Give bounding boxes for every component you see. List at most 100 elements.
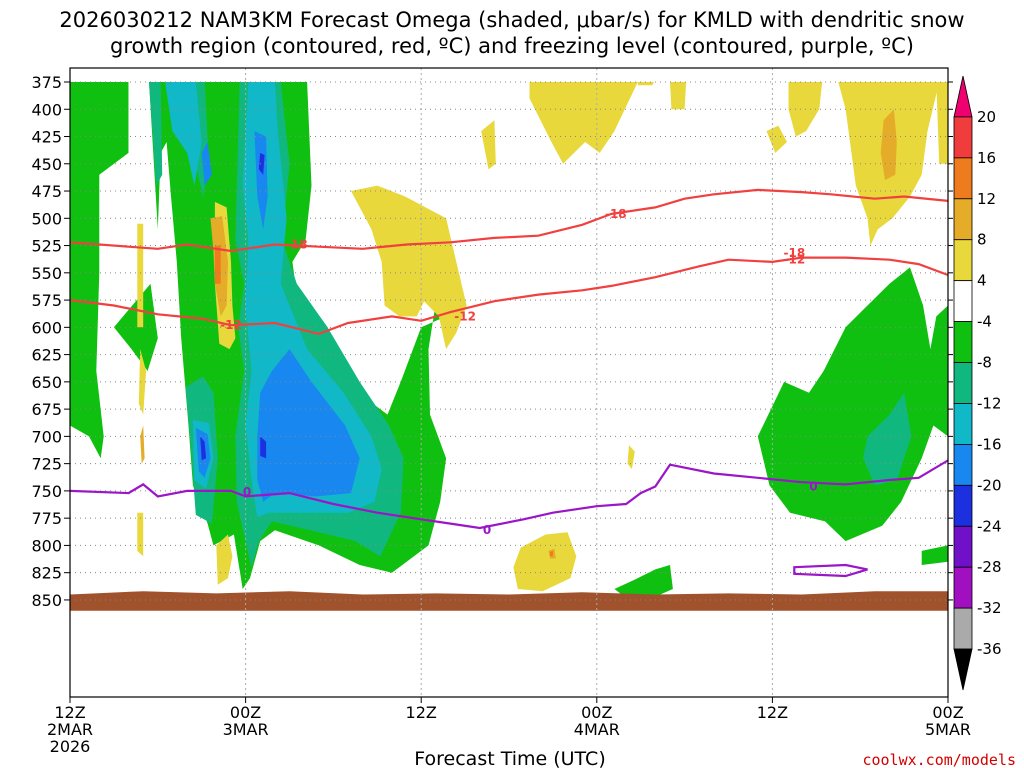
colorbar-swatch	[953, 607, 973, 650]
colorbar-label: -32	[977, 599, 1002, 617]
omega-region-4-1	[351, 185, 467, 350]
x-tick-label: 3MAR	[223, 720, 269, 739]
y-tick-label: 550	[31, 264, 62, 283]
x-tick-label: 12Z	[54, 703, 85, 722]
x-tick-label: 4MAR	[574, 720, 620, 739]
y-tick-label: 775	[31, 509, 62, 528]
colorbar-label: 16	[977, 149, 996, 167]
contour-label: -12	[454, 309, 476, 323]
colorbar-legend: 20 16 12 8 4 -4 -8 -12 -16 -20 -24 -28 -32 -36	[953, 75, 1002, 691]
omega-region-4-10	[513, 532, 577, 592]
colorbar-label: -36	[977, 640, 1002, 658]
colorbar-label: -20	[977, 476, 1002, 494]
omega-region-neg4-0	[70, 82, 129, 459]
y-tick-label: 400	[31, 100, 62, 119]
contour-label: -18	[286, 237, 308, 251]
y-tick-label: 500	[31, 209, 62, 228]
y-tick-label: 450	[31, 155, 62, 174]
colorbar-swatch	[953, 443, 973, 486]
contour-label: 0	[483, 523, 491, 537]
omega-region-neg20-2	[258, 152, 265, 175]
colorbar-label: -8	[977, 354, 992, 372]
y-tick-label: 750	[31, 482, 62, 501]
x-tick-label: 12Z	[406, 703, 437, 722]
colorbar-label: -16	[977, 435, 1002, 453]
y-tick-label: 625	[31, 346, 62, 365]
omega-region-12-0	[214, 245, 221, 284]
y-tick-label: 675	[31, 400, 62, 419]
credit-text: coolwx.com/models	[862, 751, 1016, 768]
y-tick-label: 800	[31, 536, 62, 555]
colorbar-swatch	[953, 403, 973, 445]
omega-region-4-5	[670, 82, 687, 110]
omega-region-4-11	[627, 445, 635, 470]
colorbar-label: -28	[977, 558, 1002, 576]
contour-minus18	[70, 188, 948, 253]
colorbar-label: 12	[977, 190, 996, 208]
axes: 375 400 425 450 475 500 525 550 575 600 625 650 675 7…	[31, 67, 971, 756]
omega-region-neg4-4	[614, 565, 673, 600]
omega-region-4-14	[138, 349, 147, 415]
omega-region-4-9	[936, 82, 948, 164]
contour-label: -12	[784, 253, 806, 267]
omega-region-4-12	[216, 534, 233, 585]
y-tick-label: 725	[31, 455, 62, 474]
x-tick-label: 2MAR	[47, 720, 93, 739]
omega-region-4-13	[137, 223, 144, 328]
x-tick-label: 5MAR	[925, 720, 971, 739]
colorbar-swatch	[953, 484, 973, 527]
omega-region-neg16-0	[201, 142, 212, 186]
y-tick-label: 825	[31, 564, 62, 583]
colorbar-label: 4	[977, 272, 987, 290]
omega-region-4-6	[766, 125, 787, 153]
colorbar-swatch	[953, 157, 973, 200]
y-tick-label: 525	[31, 237, 62, 256]
colorbar-swatch	[953, 566, 973, 609]
colorbar-label: -12	[977, 394, 1002, 412]
colorbar-swatch	[953, 321, 973, 363]
colorbar-label: -24	[977, 517, 1002, 535]
x-tick-label: 2026	[50, 737, 91, 756]
omega-region-4-2	[529, 82, 638, 164]
omega-region-neg20-1	[260, 436, 267, 459]
y-tick-label: 600	[31, 318, 62, 337]
contour-minus12	[70, 256, 948, 336]
plot-frame	[69, 67, 949, 698]
omega-region-neg16-3	[257, 349, 360, 502]
omega-region-8-1	[880, 109, 897, 181]
contour-freezing-level	[70, 459, 948, 530]
y-tick-label: 375	[31, 73, 62, 92]
chart-title-line1: 2026030212 NAM3KM Forecast Omega (shaded…	[59, 8, 964, 32]
colorbar-swatch	[953, 525, 973, 568]
contour-freezing-loop	[793, 563, 868, 578]
omega-region-12-1	[550, 550, 553, 557]
colorbar-label: 20	[977, 108, 996, 126]
chart-title-line2: growth region (contoured, red, ºC) and f…	[110, 34, 914, 58]
omega-region-neg8-4	[863, 392, 912, 486]
y-tick-label: 700	[31, 427, 62, 446]
y-tick-label: 575	[31, 291, 62, 310]
contour-label: 0	[243, 485, 251, 499]
y-tick-label: 650	[31, 373, 62, 392]
colorbar-swatch	[953, 116, 973, 159]
omega-region-neg12-0	[165, 82, 202, 186]
x-tick-label: 00Z	[230, 703, 261, 722]
colorbar-swatch	[953, 239, 973, 282]
omega-region-4-4	[637, 82, 654, 86]
omega-region-4-15	[137, 512, 144, 557]
contour-label: -18	[784, 246, 806, 260]
colorbar-swatch	[953, 280, 973, 322]
omega-region-ground-0	[70, 591, 948, 611]
omega-region-neg4-5	[921, 545, 948, 565]
y-tick-label: 425	[31, 128, 62, 147]
omega-region-neg4-3	[757, 267, 948, 542]
colorbar-label: -4	[977, 313, 992, 331]
x-axis-label: Forecast Time (UTC)	[414, 748, 605, 768]
omega-region-4-3	[481, 120, 496, 170]
contour-label: -12	[220, 318, 242, 332]
x-tick-label: 00Z	[581, 703, 612, 722]
colorbar-swatch	[953, 362, 973, 404]
x-tick-label: 12Z	[757, 703, 788, 722]
